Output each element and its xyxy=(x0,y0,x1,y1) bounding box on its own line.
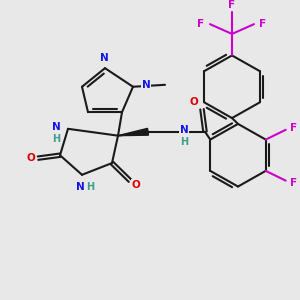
Text: N: N xyxy=(100,53,108,63)
Text: H: H xyxy=(52,134,60,144)
Text: O: O xyxy=(132,180,140,190)
Text: F: F xyxy=(197,19,205,29)
Text: N: N xyxy=(76,182,84,191)
Polygon shape xyxy=(118,128,148,136)
Text: F: F xyxy=(260,19,267,29)
Text: H: H xyxy=(86,182,94,191)
Text: O: O xyxy=(27,153,35,163)
Text: N: N xyxy=(52,122,60,132)
Text: F: F xyxy=(290,178,297,188)
Text: N: N xyxy=(180,125,188,135)
Text: O: O xyxy=(190,98,198,107)
Text: F: F xyxy=(290,123,297,133)
Text: F: F xyxy=(228,0,236,10)
Text: H: H xyxy=(180,136,188,146)
Text: N: N xyxy=(142,80,150,90)
